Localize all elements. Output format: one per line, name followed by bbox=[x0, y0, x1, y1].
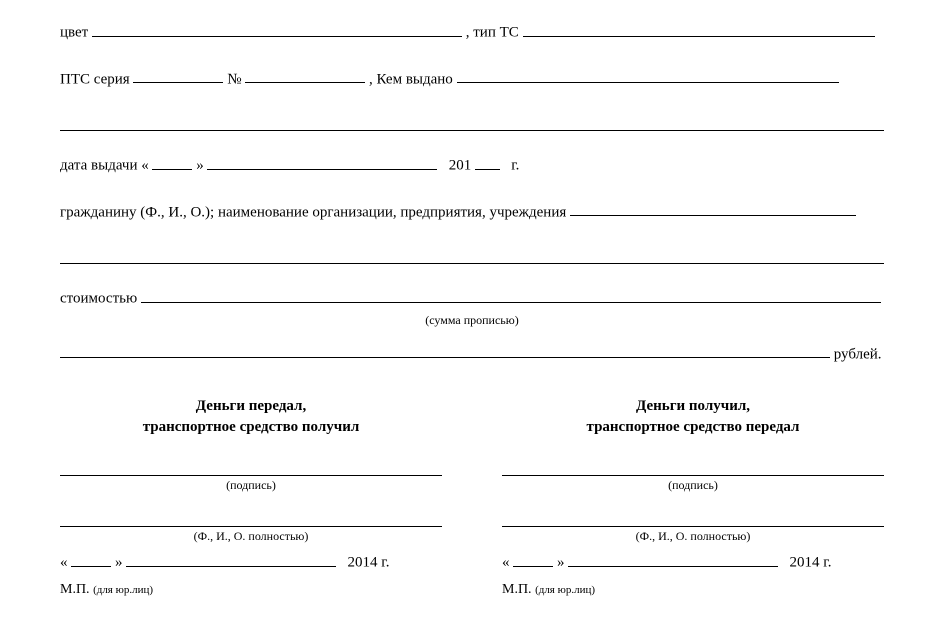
left-date-year: 2014 г. bbox=[348, 555, 390, 571]
right-fio-hint: (Ф., И., О. полностью) bbox=[502, 529, 884, 544]
label-roubles: рублей. bbox=[834, 346, 882, 362]
blank-citizen-cont[interactable] bbox=[60, 246, 884, 264]
line-roubles: рублей. bbox=[60, 342, 884, 367]
right-date-open: « bbox=[502, 555, 510, 571]
label-pts-series: ПТС серия bbox=[60, 71, 130, 87]
right-mp-note: (для юр.лиц) bbox=[535, 584, 595, 596]
label-citizen: гражданину (Ф., И., О.); наименование ор… bbox=[60, 204, 566, 220]
right-signature-hint: (подпись) bbox=[502, 478, 884, 493]
right-date-close: » bbox=[557, 555, 565, 571]
line-pts: ПТС серия № , Кем выдано bbox=[60, 67, 884, 92]
right-mp: М.П. (для юр.лиц) bbox=[502, 582, 884, 598]
line-color-type: цвет , тип ТС bbox=[60, 20, 884, 45]
label-vehicle-type: , тип ТС bbox=[466, 25, 519, 41]
right-title: Деньги получил, транспортное средство пе… bbox=[502, 396, 884, 438]
blank-issue-day[interactable] bbox=[152, 153, 192, 170]
label-cost: стоимостью bbox=[60, 291, 137, 307]
blank-cost[interactable] bbox=[141, 286, 881, 303]
blank-color[interactable] bbox=[92, 20, 462, 37]
label-year-suffix: г. bbox=[511, 158, 519, 174]
line-cost: стоимостью bbox=[60, 286, 884, 311]
right-signature-blank[interactable] bbox=[502, 458, 884, 476]
blank-issued-by-cont[interactable] bbox=[60, 113, 884, 131]
blank-pts-number[interactable] bbox=[245, 67, 365, 84]
left-title: Деньги передал, транспортное средство по… bbox=[60, 396, 442, 438]
label-close-quote: » bbox=[196, 158, 204, 174]
right-fio-blank[interactable] bbox=[502, 509, 884, 527]
label-year-prefix: 201 bbox=[449, 158, 472, 174]
label-color: цвет bbox=[60, 25, 88, 41]
label-number: № bbox=[227, 71, 241, 87]
hint-sum-words: (сумма прописью) bbox=[60, 313, 884, 328]
right-date-day[interactable] bbox=[513, 550, 553, 567]
blank-pts-series[interactable] bbox=[133, 67, 223, 84]
column-right: Деньги получил, транспортное средство пе… bbox=[502, 396, 884, 598]
left-fio-blank[interactable] bbox=[60, 509, 442, 527]
left-date-line: « » 2014 г. bbox=[60, 550, 442, 572]
left-date-close: » bbox=[115, 555, 123, 571]
right-date-month[interactable] bbox=[568, 550, 778, 567]
left-date-open: « bbox=[60, 555, 68, 571]
left-date-month[interactable] bbox=[126, 550, 336, 567]
blank-cost-cont[interactable] bbox=[60, 342, 830, 359]
right-title-line2: транспортное средство передал bbox=[587, 419, 800, 435]
left-mp-note: (для юр.лиц) bbox=[93, 584, 153, 596]
right-date-line: « » 2014 г. bbox=[502, 550, 884, 572]
left-title-line1: Деньги передал, bbox=[196, 398, 306, 414]
signature-columns: Деньги передал, транспортное средство по… bbox=[60, 396, 884, 598]
label-issue-date: дата выдачи « bbox=[60, 158, 149, 174]
right-date-year: 2014 г. bbox=[790, 555, 832, 571]
document-page: цвет , тип ТС ПТС серия № , Кем выдано д… bbox=[0, 0, 944, 638]
blank-issue-year[interactable] bbox=[475, 153, 500, 170]
blank-issue-month[interactable] bbox=[207, 153, 437, 170]
left-signature-hint: (подпись) bbox=[60, 478, 442, 493]
line-citizen: гражданину (Ф., И., О.); наименование ор… bbox=[60, 200, 884, 225]
blank-vehicle-type[interactable] bbox=[523, 20, 875, 37]
left-mp: М.П. (для юр.лиц) bbox=[60, 582, 442, 598]
left-date-day[interactable] bbox=[71, 550, 111, 567]
blank-citizen[interactable] bbox=[570, 200, 856, 217]
blank-issued-by[interactable] bbox=[457, 67, 839, 84]
label-issued-by: , Кем выдано bbox=[369, 71, 453, 87]
left-signature-blank[interactable] bbox=[60, 458, 442, 476]
right-mp-label: М.П. bbox=[502, 582, 532, 597]
right-title-line1: Деньги получил, bbox=[636, 398, 750, 414]
line-issue-date: дата выдачи « » 201 г. bbox=[60, 153, 884, 178]
left-fio-hint: (Ф., И., О. полностью) bbox=[60, 529, 442, 544]
column-left: Деньги передал, транспортное средство по… bbox=[60, 396, 442, 598]
left-mp-label: М.П. bbox=[60, 582, 90, 597]
left-title-line2: транспортное средство получил bbox=[143, 419, 360, 435]
